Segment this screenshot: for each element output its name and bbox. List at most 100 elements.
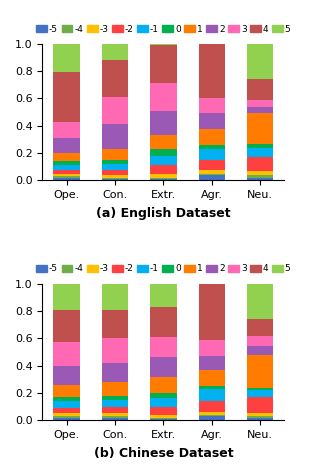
Bar	[247, 148, 273, 157]
Bar	[247, 100, 273, 106]
Bar	[53, 418, 80, 420]
Bar	[53, 408, 80, 414]
Bar	[150, 357, 177, 377]
Bar	[198, 370, 225, 386]
Bar	[53, 122, 80, 138]
Bar	[102, 97, 128, 124]
Bar	[247, 171, 273, 175]
Bar	[150, 156, 177, 165]
Bar	[102, 414, 128, 416]
Bar	[102, 284, 128, 310]
Bar	[102, 338, 128, 363]
Bar	[198, 278, 225, 340]
Bar	[150, 179, 177, 180]
Bar	[53, 366, 80, 385]
Bar	[53, 416, 80, 418]
Bar	[198, 415, 225, 416]
Bar	[150, 307, 177, 337]
Bar	[53, 178, 80, 180]
Bar	[198, 129, 225, 145]
Bar	[150, 393, 177, 399]
Bar	[53, 176, 80, 178]
Legend: -5, -4, -3, -2, -1, 0, 1, 2, 3, 4, 5: -5, -4, -3, -2, -1, 0, 1, 2, 3, 4, 5	[33, 21, 294, 37]
Bar	[150, 111, 177, 135]
Bar	[198, 412, 225, 415]
Bar	[150, 45, 177, 84]
Bar	[247, 414, 273, 416]
Bar	[53, 153, 80, 162]
Bar	[247, 319, 273, 335]
Bar	[198, 340, 225, 356]
Bar	[198, 416, 225, 420]
Bar	[198, 114, 225, 129]
Bar	[53, 73, 80, 122]
Bar	[102, 416, 128, 418]
Bar	[150, 377, 177, 393]
Bar	[150, 418, 177, 419]
Bar	[247, 355, 273, 388]
Bar	[247, 114, 273, 143]
Bar	[198, 145, 225, 149]
Bar	[102, 418, 128, 420]
Bar	[102, 363, 128, 382]
Bar	[102, 149, 128, 160]
Bar	[247, 281, 273, 319]
Bar	[247, 175, 273, 178]
Bar	[247, 143, 273, 148]
Bar	[53, 414, 80, 416]
Bar	[247, 416, 273, 418]
Bar	[53, 170, 80, 174]
Bar	[53, 310, 80, 342]
Bar	[247, 346, 273, 355]
Bar	[247, 390, 273, 397]
Bar	[150, 135, 177, 149]
Bar	[102, 60, 128, 97]
Bar	[247, 79, 273, 100]
Bar	[198, 160, 225, 170]
Bar	[198, 356, 225, 370]
Bar	[150, 165, 177, 174]
Bar	[150, 419, 177, 420]
Bar	[102, 124, 128, 149]
Bar	[198, 28, 225, 34]
Bar	[150, 84, 177, 111]
Bar	[150, 26, 177, 45]
Bar	[102, 310, 128, 338]
Bar	[247, 418, 273, 420]
Bar	[247, 157, 273, 171]
Bar	[102, 44, 128, 60]
Bar	[53, 44, 80, 73]
Bar	[198, 34, 225, 98]
Bar	[102, 164, 128, 170]
X-axis label: (b) Chinese Dataset: (b) Chinese Dataset	[94, 447, 233, 460]
Bar	[53, 385, 80, 397]
Bar	[198, 98, 225, 114]
Bar	[198, 389, 225, 401]
Bar	[150, 407, 177, 415]
Bar	[150, 415, 177, 418]
Bar	[150, 149, 177, 156]
Bar	[198, 174, 225, 175]
Bar	[198, 149, 225, 160]
Bar	[150, 284, 177, 307]
Bar	[53, 174, 80, 176]
Bar	[53, 342, 80, 366]
Bar	[150, 337, 177, 357]
Bar	[198, 175, 225, 180]
Bar	[53, 162, 80, 165]
Bar	[102, 170, 128, 175]
Bar	[247, 397, 273, 414]
Bar	[150, 174, 177, 178]
Bar	[102, 382, 128, 396]
Bar	[247, 106, 273, 114]
Bar	[150, 399, 177, 407]
Bar	[247, 335, 273, 346]
Bar	[198, 170, 225, 174]
Bar	[102, 407, 128, 414]
Bar	[150, 178, 177, 179]
Bar	[53, 284, 80, 310]
Bar	[198, 386, 225, 389]
Bar	[53, 397, 80, 401]
Bar	[102, 178, 128, 179]
X-axis label: (a) English Dataset: (a) English Dataset	[96, 207, 231, 220]
